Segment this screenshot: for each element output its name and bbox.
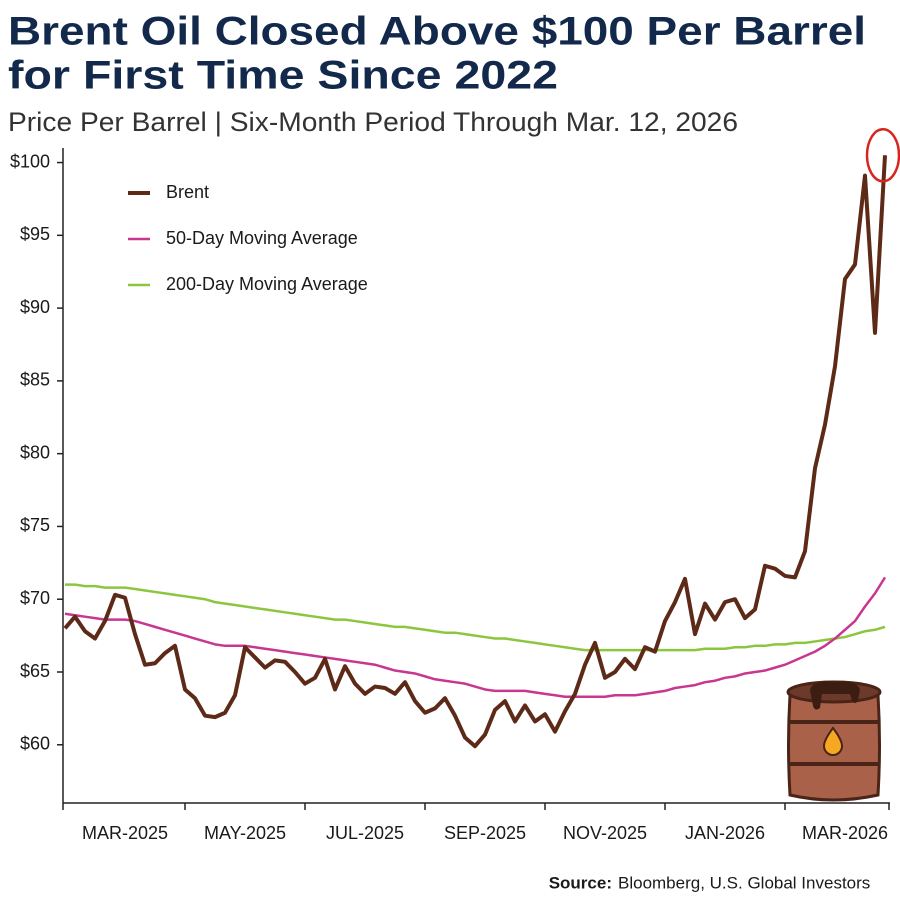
- line-series: [63, 155, 887, 749]
- x-tick-label: MAR-2026: [802, 823, 888, 843]
- y-tick-label: $80: [20, 442, 50, 462]
- legend-label: Brent: [166, 182, 209, 202]
- x-tick-label: JUL-2025: [326, 823, 404, 843]
- y-tick-label: $95: [20, 224, 50, 244]
- x-tick-label: MAY-2025: [204, 823, 286, 843]
- x-tick-label: MAR-2025: [82, 823, 168, 843]
- y-tick-label: $70: [20, 588, 50, 608]
- x-tick-label: JAN-2026: [685, 823, 765, 843]
- chart-subtitle: Price Per Barrel | Six-Month Period Thro…: [8, 107, 738, 137]
- y-tick-label: $90: [20, 297, 50, 317]
- x-tick-label: SEP-2025: [444, 823, 526, 843]
- y-tick-label: $100: [10, 151, 50, 171]
- y-tick-label: $85: [20, 370, 50, 390]
- line-series: [65, 583, 886, 652]
- highlight-circle: [865, 128, 900, 183]
- source: Bloomberg, U.S. Global Investors: [618, 873, 870, 892]
- legend-label: 200-Day Moving Average: [166, 274, 368, 294]
- legend-label: 50-Day Moving Average: [166, 228, 358, 248]
- y-tick-label: $75: [20, 515, 50, 535]
- chart-title: Brent Oil Closed Above $100 Per Barrel: [8, 10, 866, 54]
- y-tick-label: $60: [20, 734, 50, 754]
- source-label: Source:: [549, 873, 612, 892]
- line-series: [64, 576, 887, 698]
- y-tick-label: $65: [20, 661, 50, 681]
- barrel-icon: [786, 680, 882, 802]
- chart-title: for First Time Since 2022: [8, 54, 558, 98]
- x-tick-label: NOV-2025: [563, 823, 647, 843]
